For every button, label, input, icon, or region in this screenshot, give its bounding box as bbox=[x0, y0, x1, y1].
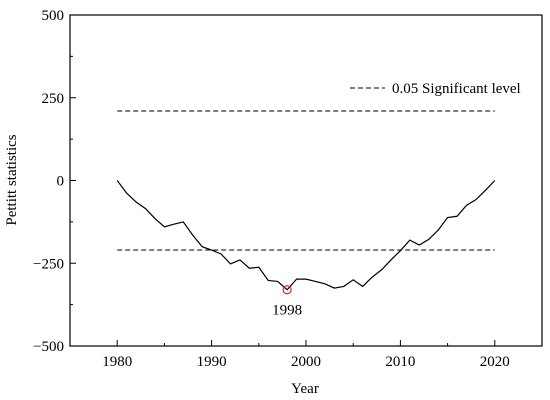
axes bbox=[69, 14, 543, 347]
y-tick-label: −500 bbox=[33, 339, 64, 355]
change-point-marker bbox=[282, 285, 292, 295]
x-tick-label: 2020 bbox=[480, 354, 510, 370]
change-point-label: 1998 bbox=[272, 303, 302, 319]
x-tick-label: 2010 bbox=[385, 354, 415, 370]
x-tick-label: 2000 bbox=[291, 354, 321, 370]
y-tick-label: 250 bbox=[42, 91, 65, 107]
pettitt-series-line bbox=[116, 180, 496, 291]
annotations: 1998 bbox=[272, 285, 302, 319]
x-tick-label: 1990 bbox=[197, 354, 227, 370]
series bbox=[116, 180, 496, 291]
legend-label: 0.05 Significant level bbox=[392, 81, 521, 97]
legend: 0.05 Significant level bbox=[350, 81, 521, 97]
y-tick-label: −250 bbox=[33, 256, 64, 272]
ticks: 1980 1990 2000 2010 2020 −500 −250 0 250 500 bbox=[33, 8, 543, 370]
x-axis-title: Year bbox=[291, 381, 319, 397]
plot-frame bbox=[69, 14, 543, 347]
y-tick-label: 500 bbox=[42, 8, 65, 24]
y-tick-label: 0 bbox=[57, 174, 65, 190]
y-axis-title: Pettitt statistics bbox=[4, 134, 20, 225]
x-tick-label: 1980 bbox=[102, 354, 132, 370]
reference-lines bbox=[117, 110, 495, 251]
